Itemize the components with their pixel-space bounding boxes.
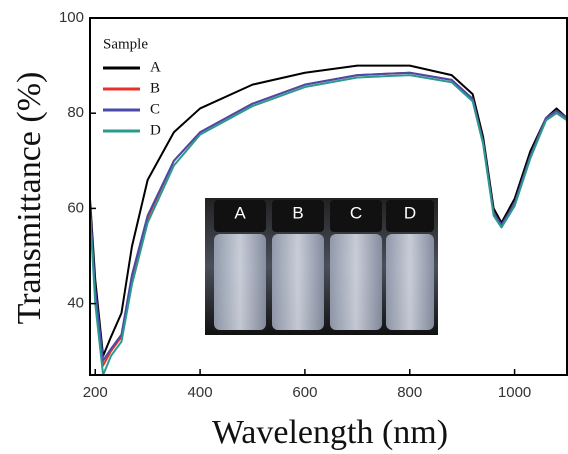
inset-label: C <box>350 203 362 222</box>
y-tick-label: 40 <box>67 295 84 312</box>
inset-label: A <box>234 203 246 222</box>
vials <box>214 200 434 330</box>
x-tick-label: 1000 <box>498 384 531 401</box>
x-tick-label: 800 <box>397 384 422 401</box>
inset-label: B <box>292 203 303 222</box>
x-tick-label: 400 <box>188 384 213 401</box>
plot-frame <box>89 17 568 376</box>
series-line <box>89 64 568 357</box>
series-line <box>89 74 568 376</box>
legend-label: A <box>150 59 161 75</box>
inset-photo: A B C D <box>205 198 438 335</box>
inset-label: D <box>404 203 416 222</box>
legend-label: B <box>150 80 160 96</box>
legend-label: C <box>150 101 160 117</box>
legend-title: Sample <box>103 36 148 52</box>
y-tick-label: 100 <box>59 9 84 26</box>
y-axis-label: Transmittance (%) <box>11 72 48 325</box>
legend-label: D <box>150 122 161 138</box>
y-tick-label: 60 <box>67 199 84 216</box>
x-tick-label: 600 <box>292 384 317 401</box>
y-tick-label: 80 <box>67 104 84 121</box>
x-axis-label: Wavelength (nm) <box>212 414 448 451</box>
x-tick-label: 200 <box>83 384 108 401</box>
